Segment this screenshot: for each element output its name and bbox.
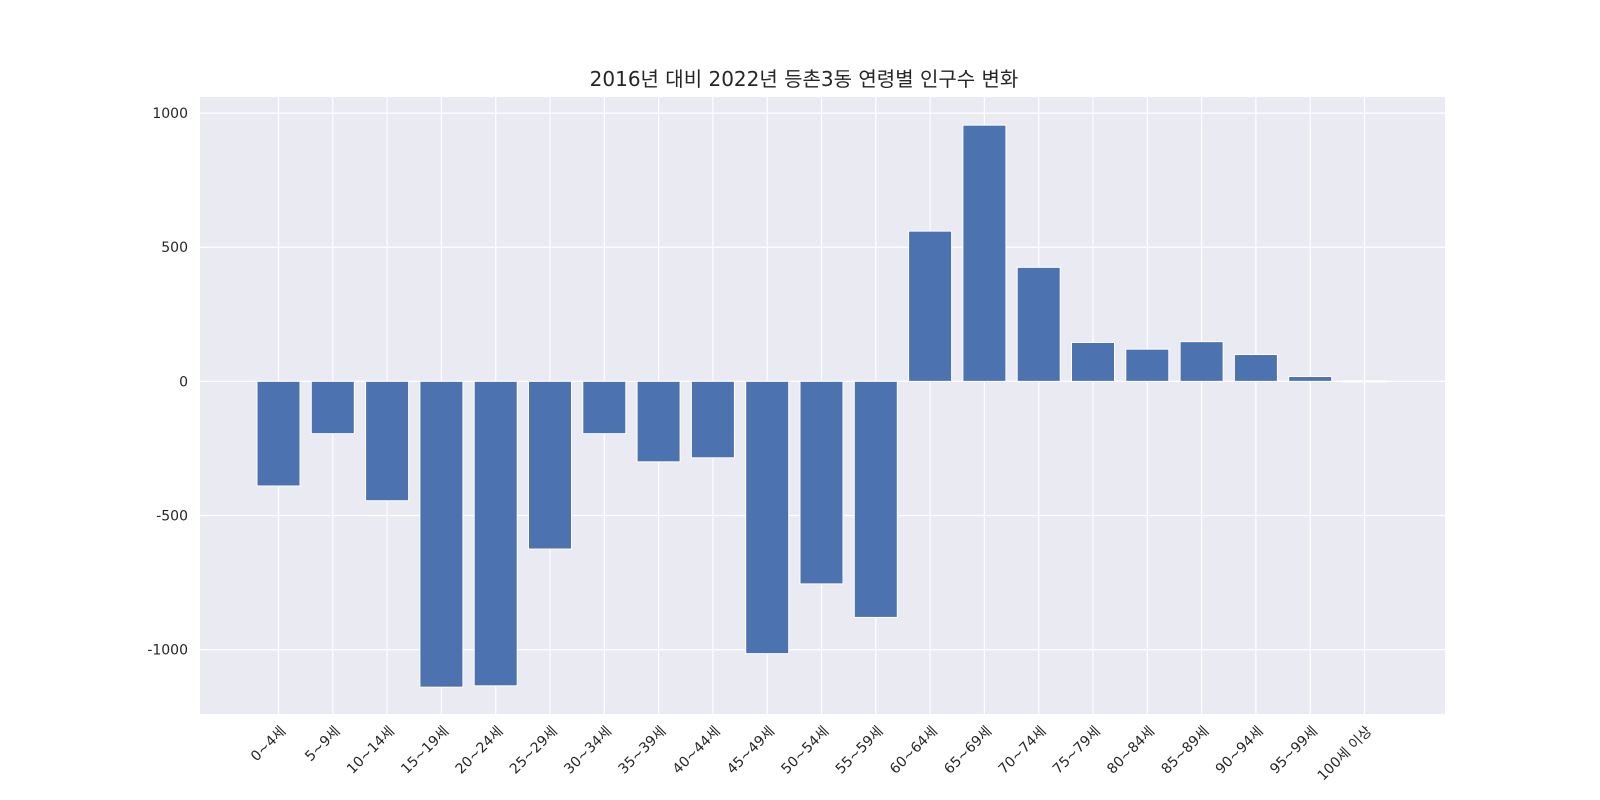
x-tick-label: 10~14세 bbox=[344, 724, 398, 778]
x-tick-label: 25~29세 bbox=[507, 724, 561, 778]
bars bbox=[256, 124, 1387, 688]
bar-8 bbox=[690, 380, 735, 459]
x-tick-label: 50~54세 bbox=[778, 724, 832, 778]
x-tick-label: 75~79세 bbox=[1050, 724, 1104, 778]
x-tick-label: 15~19세 bbox=[398, 724, 452, 778]
x-tick-label: 100세 이상 bbox=[1315, 723, 1376, 784]
x-tick-label: 85~89세 bbox=[1159, 724, 1213, 778]
x-tick-label: 40~44세 bbox=[670, 724, 724, 778]
bar-20 bbox=[1342, 380, 1387, 383]
y-tick-label: 1000 bbox=[152, 106, 188, 122]
y-tick-label: 0 bbox=[179, 374, 188, 390]
x-tick-label: 80~84세 bbox=[1104, 724, 1158, 778]
y-tick-label: -1000 bbox=[147, 643, 188, 659]
bar-14 bbox=[1016, 266, 1061, 382]
x-tick-label: 90~94세 bbox=[1213, 724, 1267, 778]
bar-12 bbox=[908, 230, 953, 382]
bar-18 bbox=[1233, 354, 1278, 382]
x-tick-label: 35~39세 bbox=[616, 724, 670, 778]
bar-13 bbox=[962, 124, 1007, 382]
x-axis-ticks: 0~4세 5~9세 10~14세 15~19세 20~24세 25~29세 30~34세 35… bbox=[248, 723, 1375, 784]
bar-2 bbox=[365, 380, 410, 502]
x-tick-label: 65~69세 bbox=[941, 724, 995, 778]
y-axis-ticks: 1000 500 0 -500 -1000 bbox=[147, 106, 188, 659]
x-tick-label: 45~49세 bbox=[724, 724, 778, 778]
bar-3 bbox=[419, 380, 464, 688]
bar-9 bbox=[745, 380, 790, 655]
bar-6 bbox=[582, 380, 627, 435]
y-tick-label: 500 bbox=[161, 240, 188, 256]
x-tick-label: 30~34세 bbox=[561, 724, 615, 778]
bar-1 bbox=[310, 380, 355, 435]
x-tick-label: 55~59세 bbox=[833, 724, 887, 778]
bar-15 bbox=[1071, 341, 1115, 382]
bar-17 bbox=[1179, 341, 1224, 382]
x-tick-label: 70~74세 bbox=[996, 724, 1050, 778]
bar-0 bbox=[256, 380, 301, 487]
x-tick-label: 95~99세 bbox=[1267, 724, 1321, 778]
bar-16 bbox=[1125, 348, 1170, 382]
bar-19 bbox=[1288, 376, 1333, 382]
y-tick-label: -500 bbox=[156, 508, 188, 524]
bar-10 bbox=[799, 380, 844, 585]
bar-11 bbox=[853, 380, 898, 618]
x-tick-label: 60~64세 bbox=[887, 724, 941, 778]
x-tick-label: 0~4세 bbox=[248, 724, 289, 765]
bar-7 bbox=[636, 380, 681, 463]
x-tick-label: 20~24세 bbox=[453, 724, 507, 778]
x-tick-label: 5~9세 bbox=[302, 724, 343, 765]
bar-4 bbox=[473, 380, 518, 687]
bar-5 bbox=[528, 380, 572, 550]
chart-title: 2016년 대비 2022년 등촌3동 연령별 인구수 변화 bbox=[590, 67, 1019, 91]
